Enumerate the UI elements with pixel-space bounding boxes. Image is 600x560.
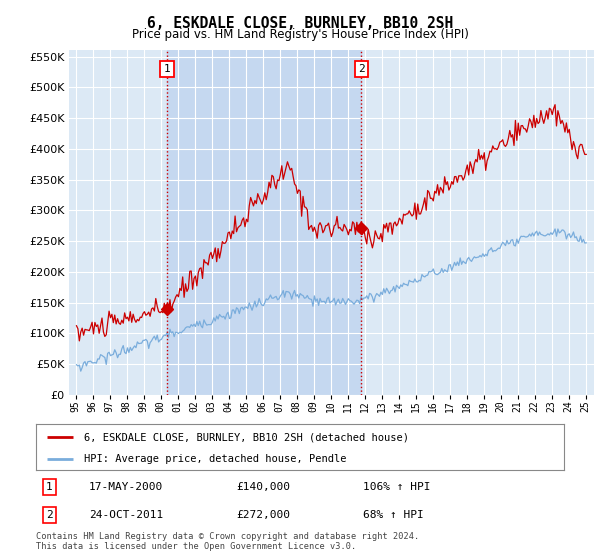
Text: Price paid vs. HM Land Registry's House Price Index (HPI): Price paid vs. HM Land Registry's House … bbox=[131, 28, 469, 41]
Text: 2: 2 bbox=[358, 64, 365, 74]
Text: 6, ESKDALE CLOSE, BURNLEY, BB10 2SH (detached house): 6, ESKDALE CLOSE, BURNLEY, BB10 2SH (det… bbox=[83, 432, 409, 442]
Text: £272,000: £272,000 bbox=[236, 510, 290, 520]
Text: 1: 1 bbox=[46, 482, 53, 492]
Text: 68% ↑ HPI: 68% ↑ HPI bbox=[364, 510, 424, 520]
Text: 6, ESKDALE CLOSE, BURNLEY, BB10 2SH: 6, ESKDALE CLOSE, BURNLEY, BB10 2SH bbox=[147, 16, 453, 31]
Text: 2: 2 bbox=[46, 510, 53, 520]
Text: 106% ↑ HPI: 106% ↑ HPI bbox=[364, 482, 431, 492]
Text: Contains HM Land Registry data © Crown copyright and database right 2024.
This d: Contains HM Land Registry data © Crown c… bbox=[36, 532, 419, 552]
Text: 17-MAY-2000: 17-MAY-2000 bbox=[89, 482, 163, 492]
Text: 24-OCT-2011: 24-OCT-2011 bbox=[89, 510, 163, 520]
Text: £140,000: £140,000 bbox=[236, 482, 290, 492]
Text: 1: 1 bbox=[164, 64, 170, 74]
Bar bbox=[167, 50, 361, 395]
Text: HPI: Average price, detached house, Pendle: HPI: Average price, detached house, Pend… bbox=[83, 454, 346, 464]
